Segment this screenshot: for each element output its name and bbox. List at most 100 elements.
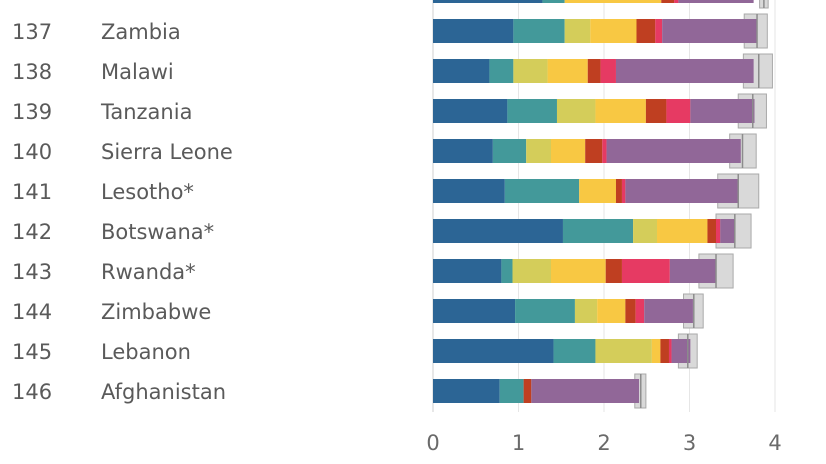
country-label: Zimbabwe [101,300,211,324]
bar-segment-5-1 [562,219,634,243]
bar-segment-3-0 [433,139,493,163]
country-label: Lesotho* [101,180,194,204]
country-label: Sierra Leone [101,140,233,164]
bar-segment-6-0 [433,259,502,283]
bar-segment-0-4 [636,19,656,43]
bar-segment-7-3 [597,299,626,323]
country-label: Zambia [101,20,181,44]
bar-segment-8-2 [595,339,652,363]
bar-segment-8-6 [671,339,691,363]
bar-segment-3-2 [526,139,551,163]
bar-segment-5-0 [433,219,563,243]
bar-segment-8-5 [668,339,672,363]
rank-label: 143 [12,260,52,284]
bar-segment-1-6 [615,59,754,83]
bar-segment-4-5 [621,179,626,203]
country-label: Malawi [101,60,174,84]
country-label: Rwanda* [101,260,196,284]
bar-segment-2-0 [433,99,508,123]
bar-segment-0-1 [513,19,565,43]
bar-segment-partial-4 [674,0,679,3]
bar-segment-6-5 [621,259,670,283]
bar-segment-3-4 [585,139,603,163]
bar-segment-9-6 [531,379,640,403]
bar-segment-2-4 [645,99,667,123]
country-label: Afghanistan [101,380,226,404]
bar-segment-1-4 [587,59,601,83]
bar-segment-0-2 [564,19,591,43]
bar-segment-9-1 [499,379,524,403]
bar-segment-5-5 [716,219,721,243]
rank-label: 141 [12,180,52,204]
rank-label: 142 [12,220,52,244]
bar-segment-4-6 [625,179,739,203]
rank-label: 144 [12,300,52,324]
bar-segment-2-5 [666,99,691,123]
bar-segment-5-6 [720,219,735,243]
bar-segment-9-0 [433,379,500,403]
bar-segment-2-6 [690,99,755,123]
bar-segment-8-3 [651,339,661,363]
bar-segment-6-3 [550,259,606,283]
bar-segment-partial-5 [678,0,754,3]
bar-segment-3-3 [550,139,586,163]
bar-segment-8-0 [433,339,554,363]
bar-segment-1-1 [489,59,514,83]
bar-segment-1-0 [433,59,490,83]
bar-segment-5-2 [633,219,658,243]
x-axis: 0 1 2 3 4 [426,431,781,455]
bar-segment-1-3 [547,59,588,83]
bars-layer [433,0,773,409]
bar-segment-partial-0 [433,0,543,3]
bar-segment-9-4 [523,379,532,403]
bar-segment-4-3 [579,179,616,203]
bar-segment-6-2 [512,259,551,283]
rank-label: 145 [12,340,52,364]
bar-segment-0-3 [590,19,637,43]
bar-segment-3-1 [492,139,527,163]
bar-segment-6-1 [501,259,513,283]
bar-segment-6-6 [669,259,717,283]
bar-segment-7-6 [644,299,693,323]
country-label: Lebanon [101,340,191,364]
bar-segment-1-2 [513,59,548,83]
bar-segment-7-4 [625,299,636,323]
bar-segment-4-4 [615,179,622,203]
country-label: Tanzania [100,100,192,124]
bar-segment-7-5 [635,299,645,323]
labels-layer: 137 Zambia 138 Malawi 139 Tanzania 140 Sierra L… [12,20,233,404]
bar-segment-5-3 [657,219,708,243]
bar-segment-8-1 [553,339,596,363]
x-tick-label: 4 [768,431,781,455]
bar-segment-7-0 [433,299,516,323]
x-tick-label: 0 [426,431,439,455]
rank-label: 146 [12,380,52,404]
bar-segment-partial-1 [542,0,565,3]
bar-segment-0-0 [433,19,514,43]
bar-segment-1-5 [600,59,616,83]
bar-segment-4-0 [433,179,505,203]
x-tick-label: 1 [512,431,525,455]
country-label: Botswana* [101,220,214,244]
bar-segment-partial-2 [564,0,662,3]
rank-label: 139 [12,100,52,124]
bar-segment-partial-3 [661,0,675,3]
rank-label: 140 [12,140,52,164]
bar-segment-5-4 [707,219,717,243]
x-tick-label: 2 [597,431,610,455]
rank-label: 138 [12,60,52,84]
bar-segment-8-4 [660,339,669,363]
bar-segment-2-1 [507,99,557,123]
bar-segment-0-6 [662,19,758,43]
rank-label: 137 [12,20,52,44]
bar-segment-3-5 [602,139,607,163]
bar-segment-2-3 [595,99,646,123]
bar-segment-6-4 [605,259,622,283]
bar-segment-3-6 [606,139,741,163]
bar-segment-2-2 [556,99,596,123]
x-tick-label: 3 [683,431,696,455]
bar-segment-7-2 [574,299,598,323]
bar-segment-4-1 [504,179,580,203]
bar-segment-0-5 [655,19,663,43]
